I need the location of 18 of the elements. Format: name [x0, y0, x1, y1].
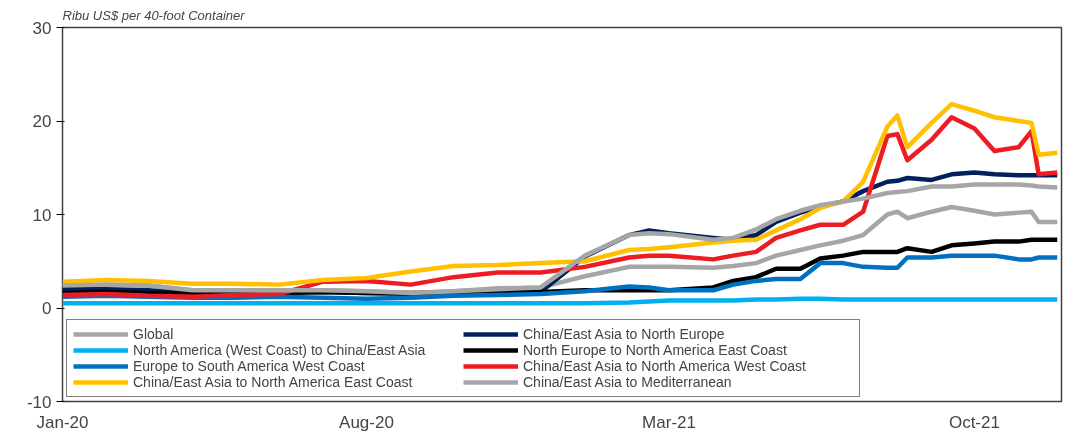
legend-label: North America (West Coast) to China/East Asia: [133, 342, 427, 358]
legend-label: China/East Asia to North America East Coast: [133, 374, 414, 390]
legend-label: China/East Asia to Mediterranean: [523, 374, 733, 390]
legend-label: North Europe to North America East Coast: [523, 342, 788, 358]
x-tick-label: Jan-20: [36, 412, 89, 432]
y-tick-label: -10: [26, 392, 52, 412]
x-tick-label: Oct-21: [948, 412, 1000, 432]
x-tick-label: Aug-20: [339, 412, 394, 432]
legend-label: Europe to South America West Coast: [133, 358, 366, 374]
legend-label: China/East Asia to North America West Coast: [523, 358, 807, 374]
y-tick-label: 10: [32, 205, 52, 225]
y-tick-label: 0: [42, 299, 52, 318]
y-tick-label: 30: [32, 18, 52, 38]
legend-label: China/East Asia to North Europe: [523, 326, 726, 342]
y-tick-label: 20: [32, 112, 52, 131]
x-tick-label: Mar-21: [642, 412, 696, 432]
legend-label: Global: [133, 326, 175, 342]
y-axis-title: Ribu US$ per 40-foot Container: [62, 7, 246, 23]
